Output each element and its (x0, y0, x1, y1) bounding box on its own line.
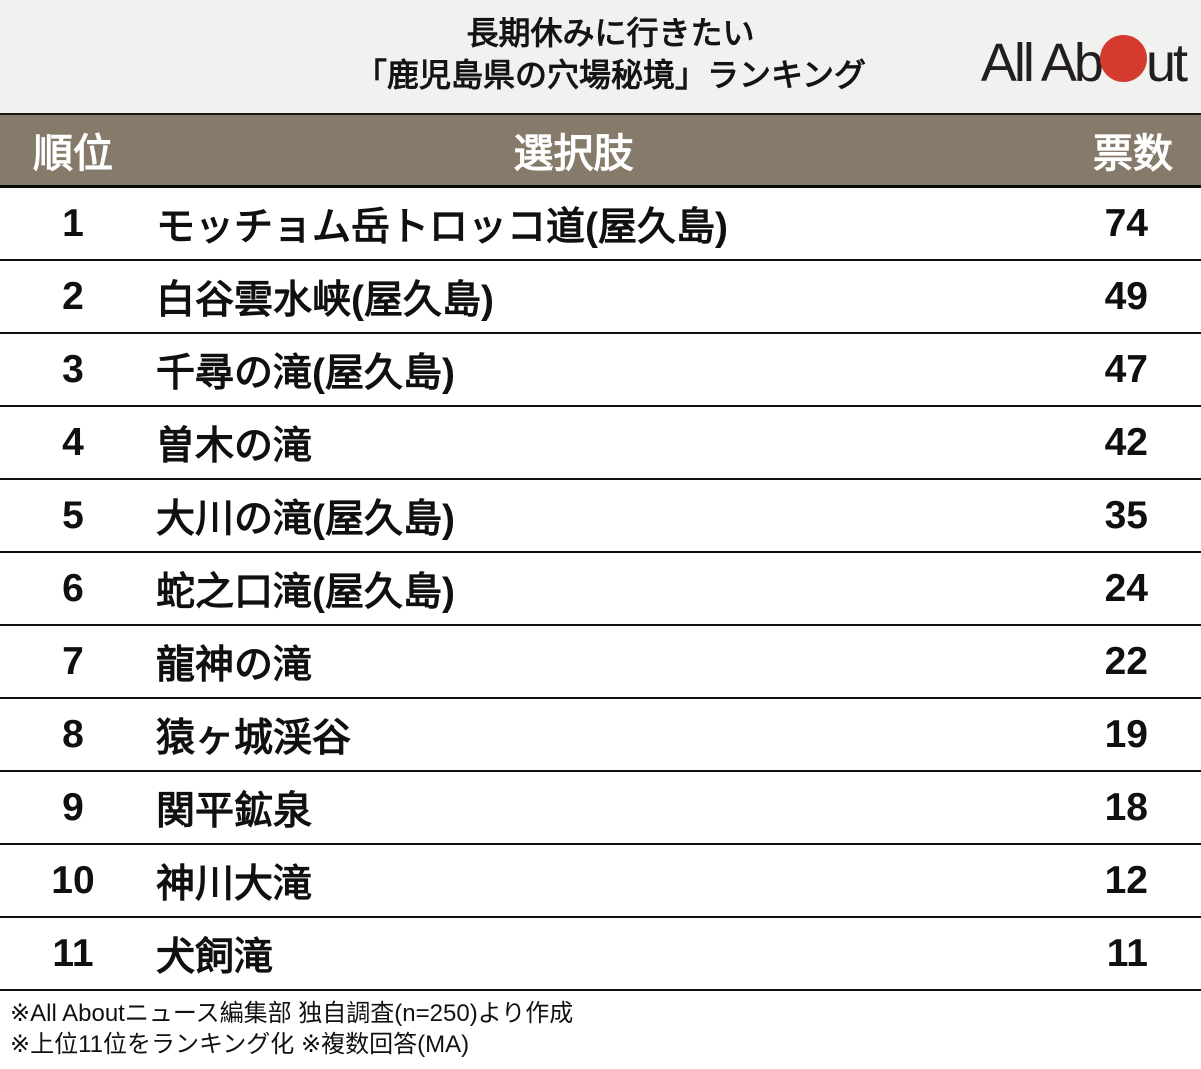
title-line-2: 「鹿児島県の穴場秘境」ランキング (354, 57, 867, 93)
table-row: 7 龍神の滝 22 (0, 626, 1201, 699)
table-row: 6 蛇之口滝(屋久島) 24 (0, 553, 1201, 626)
choice-cell: 曽木の滝 (156, 424, 313, 468)
table-row: 4 曽木の滝 42 (0, 407, 1201, 480)
table-body: 1 モッチョム岳トロッコ道(屋久島) 74 2 白谷雲水峡(屋久島) 49 3 千尋の滝(屋久… (0, 188, 1201, 991)
rank-cell: 4 (62, 420, 84, 464)
footnote-line-2: ※上位11位をランキング化 ※複数回答(MA) (10, 1031, 470, 1058)
table-row: 5 大川の滝(屋久島) 35 (0, 480, 1201, 553)
table-row: 9 関平鉱泉 18 (0, 772, 1201, 845)
votes-cell: 18 (1104, 785, 1148, 829)
page-title: 長期休みに行きたい 「鹿児島県の穴場秘境」ランキング (10, 12, 1201, 96)
choice-cell: モッチョム岳トロッコ道(屋久島) (156, 205, 728, 249)
votes-cell: 47 (1104, 347, 1148, 391)
table-row: 11 犬飼滝 11 (0, 918, 1201, 991)
table-row: 1 モッチョム岳トロッコ道(屋久島) 74 (0, 188, 1201, 261)
footnotes: ※All Aboutニュース編集部 独自調査(n=250)より作成 ※上位11位… (0, 991, 1201, 1069)
footnote-line-1: ※All Aboutニュース編集部 独自調査(n=250)より作成 (10, 1000, 574, 1027)
choice-cell: 龍神の滝 (156, 643, 313, 687)
title-line-1: 長期休みに行きたい (466, 15, 755, 51)
choice-cell: 猿ヶ城渓谷 (156, 716, 352, 760)
table-row: 10 神川大滝 12 (0, 845, 1201, 918)
rank-cell: 7 (62, 639, 84, 683)
rank-cell: 5 (62, 493, 84, 537)
rank-cell: 11 (52, 931, 94, 975)
logo-text-after: ut (1145, 33, 1188, 93)
votes-cell: 12 (1104, 858, 1148, 902)
votes-cell: 22 (1104, 639, 1148, 683)
rank-cell: 3 (62, 347, 84, 391)
votes-cell: 74 (1104, 201, 1148, 245)
column-header-rank: 順位 (33, 132, 113, 176)
rank-cell: 1 (62, 201, 84, 245)
rank-cell: 9 (62, 785, 84, 829)
votes-cell: 24 (1104, 566, 1148, 610)
choice-cell: 白谷雲水峡(屋久島) (156, 278, 494, 322)
title-band: 長期休みに行きたい 「鹿児島県の穴場秘境」ランキング All Ab ut (0, 0, 1201, 113)
logo-red-dot-icon (1099, 35, 1147, 82)
choice-cell: 関平鉱泉 (156, 789, 313, 833)
table-row: 3 千尋の滝(屋久島) 47 (0, 334, 1201, 407)
rank-cell: 2 (62, 274, 84, 318)
choice-cell: 蛇之口滝(屋久島) (156, 570, 455, 614)
column-header-votes: 票数 (1093, 132, 1173, 176)
choice-cell: 千尋の滝(屋久島) (156, 351, 455, 395)
votes-cell: 42 (1104, 420, 1148, 464)
choice-cell: 神川大滝 (156, 862, 313, 906)
choice-cell: 大川の滝(屋久島) (156, 497, 455, 541)
logo-text-before: All Ab (980, 33, 1104, 93)
choice-cell: 犬飼滝 (156, 935, 274, 979)
rank-cell: 8 (62, 712, 84, 756)
table-header-row: 順位 選択肢 票数 (0, 113, 1201, 188)
table-row: 2 白谷雲水峡(屋久島) 49 (0, 261, 1201, 334)
all-about-logo: All Ab ut (980, 26, 1188, 93)
column-header-choice: 選択肢 (513, 132, 634, 176)
rank-cell: 10 (51, 858, 95, 902)
table-row: 8 猿ヶ城渓谷 19 (0, 699, 1201, 772)
votes-cell: 19 (1104, 712, 1148, 756)
votes-cell: 35 (1104, 493, 1148, 537)
votes-cell: 49 (1104, 274, 1148, 318)
votes-cell: 11 (1106, 931, 1148, 975)
rank-cell: 6 (62, 566, 84, 610)
